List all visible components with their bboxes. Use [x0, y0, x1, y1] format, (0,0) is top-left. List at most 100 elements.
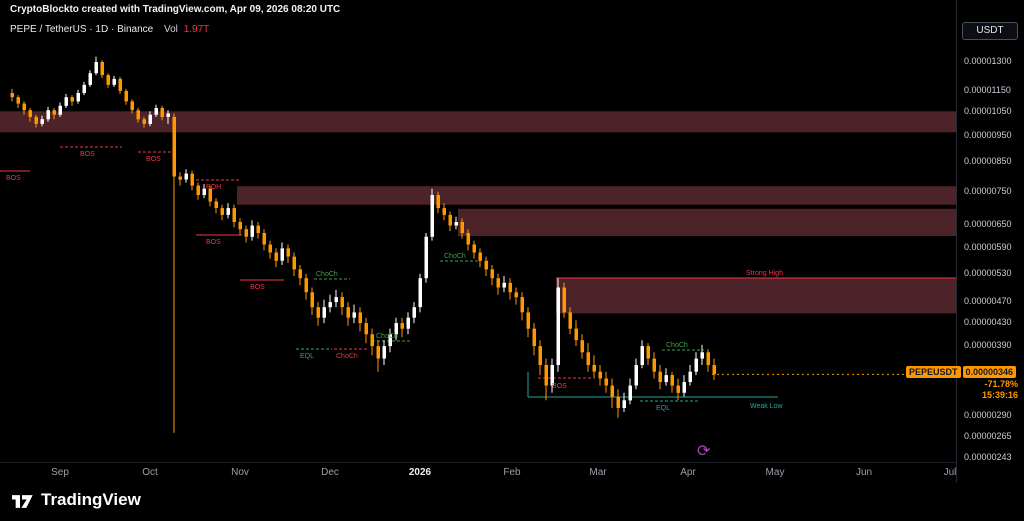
- candle-body: [268, 244, 272, 253]
- candle-body: [304, 278, 308, 293]
- candle-body: [442, 208, 446, 215]
- candle-body: [328, 302, 332, 308]
- candle-body: [22, 103, 26, 111]
- candle-body: [448, 214, 452, 226]
- price-axis-label: 0.00001300: [964, 56, 1012, 66]
- candle-body: [220, 208, 224, 215]
- supply-zone-1: [0, 111, 956, 133]
- symbol-title[interactable]: PEPE / TetherUS · 1D · Binance: [10, 24, 154, 35]
- candle-body: [28, 110, 32, 117]
- candle-body: [466, 233, 470, 245]
- candle-body: [412, 307, 416, 318]
- candle-body: [184, 173, 188, 180]
- tradingview-logo[interactable]: TradingView: [10, 490, 141, 510]
- price-axis-label: 0.00000243: [964, 452, 1012, 462]
- candle-body: [310, 292, 314, 308]
- footer-bar: TradingView: [0, 482, 1024, 521]
- candle-body: [142, 119, 146, 124]
- price-axis-label: 0.00000950: [964, 130, 1012, 140]
- chart-legend[interactable]: PEPE / TetherUS · 1D · Binance Vol 1.97T: [10, 24, 209, 35]
- candle-body: [262, 233, 266, 245]
- candle-body: [52, 110, 56, 115]
- chart-annotation-label: BOS: [206, 239, 221, 246]
- candlestick-chart: BOS BOS BOS POH BOS BOS ChoCh EQL ChoCh ChoCh ChoC…: [0, 56, 956, 433]
- candle-body: [376, 346, 380, 359]
- candle-body: [292, 256, 296, 270]
- candle-body: [526, 312, 530, 329]
- candle-body: [634, 365, 638, 386]
- candle-body: [478, 252, 482, 261]
- time-axis[interactable]: Sep Oct Nov Dec 2026 Feb Mar Apr May Jun Jul: [0, 462, 956, 483]
- candle-body: [106, 75, 110, 85]
- time-axis-label: Dec: [321, 467, 339, 478]
- candle-body: [712, 365, 716, 375]
- time-axis-label: Sep: [51, 467, 69, 478]
- price-axis-label: 0.00000265: [964, 431, 1012, 441]
- time-axis-label: Jul: [943, 467, 957, 478]
- candle-body: [16, 97, 20, 104]
- candle-body: [286, 248, 290, 257]
- candle-body: [640, 346, 644, 365]
- last-price-badge[interactable]: PEPEUSDT 0.00000346 -71.78% 15:39:16: [906, 366, 1024, 400]
- chart-annotation-label: BOS: [146, 156, 161, 163]
- chart-annotation-label: ChoCh: [444, 253, 466, 260]
- currency-toggle-button[interactable]: USDT: [962, 22, 1018, 40]
- price-axis-label: 0.00000430: [964, 317, 1012, 327]
- candle-body: [424, 236, 428, 279]
- candle-body: [256, 225, 260, 233]
- candle-body: [682, 382, 686, 393]
- badge-price: 0.00000346: [962, 366, 1017, 378]
- candle-body: [496, 278, 500, 288]
- candle-body: [628, 385, 632, 401]
- price-axis-label: 0.00000750: [964, 186, 1012, 196]
- candle-body: [472, 244, 476, 253]
- watermark-text: CryptoBlockto created with TradingView.c…: [10, 4, 341, 15]
- candle-body: [694, 358, 698, 372]
- candle-body: [592, 365, 596, 372]
- candle-body: [394, 323, 398, 335]
- badge-change-percent: -71.78%: [984, 379, 1018, 389]
- price-axis-label: 0.00000390: [964, 340, 1012, 350]
- time-axis-label: 2026: [408, 467, 432, 478]
- candle-body: [94, 62, 98, 74]
- candle-body: [562, 287, 566, 313]
- candle-body: [388, 334, 392, 347]
- candle-body: [136, 110, 140, 120]
- candle-body: [454, 222, 458, 226]
- price-axis-label: 0.00000850: [964, 156, 1012, 166]
- candle-body: [544, 365, 548, 386]
- time-axis-label: May: [765, 467, 785, 478]
- candle-body: [214, 201, 218, 208]
- candle-body: [190, 173, 194, 186]
- candle-body: [172, 116, 176, 177]
- candle-body: [418, 278, 422, 308]
- candle-body: [460, 222, 464, 233]
- candle-body: [370, 334, 374, 347]
- candle-body: [556, 287, 560, 365]
- candle-body: [400, 323, 404, 329]
- candle-body: [604, 378, 608, 386]
- candle-body: [502, 282, 506, 288]
- candle-body: [520, 297, 524, 313]
- candle-body: [382, 346, 386, 359]
- time-axis-label: Jun: [855, 467, 873, 478]
- price-axis-label: 0.00000290: [964, 410, 1012, 420]
- candle-body: [58, 105, 62, 115]
- candle-body: [340, 297, 344, 308]
- price-axis[interactable]: USDT 0.00001300 0.00001150 0.00001050 0.000…: [956, 0, 1024, 482]
- chart-annotation-label: Strong High: [746, 270, 783, 277]
- candle-body: [616, 396, 620, 408]
- candle-body: [364, 323, 368, 335]
- replay-icon[interactable]: ⟳: [697, 443, 711, 460]
- candle-body: [40, 119, 44, 124]
- candle-body: [352, 312, 356, 318]
- candle-body: [34, 116, 38, 124]
- candle-body: [538, 346, 542, 365]
- candle-body: [118, 78, 122, 91]
- tradingview-logo-mark: [10, 491, 34, 510]
- candle-body: [154, 108, 158, 115]
- candle-body: [250, 225, 254, 237]
- candle-body: [76, 93, 80, 102]
- time-axis-label: Feb: [503, 467, 521, 478]
- candle-body: [178, 176, 182, 180]
